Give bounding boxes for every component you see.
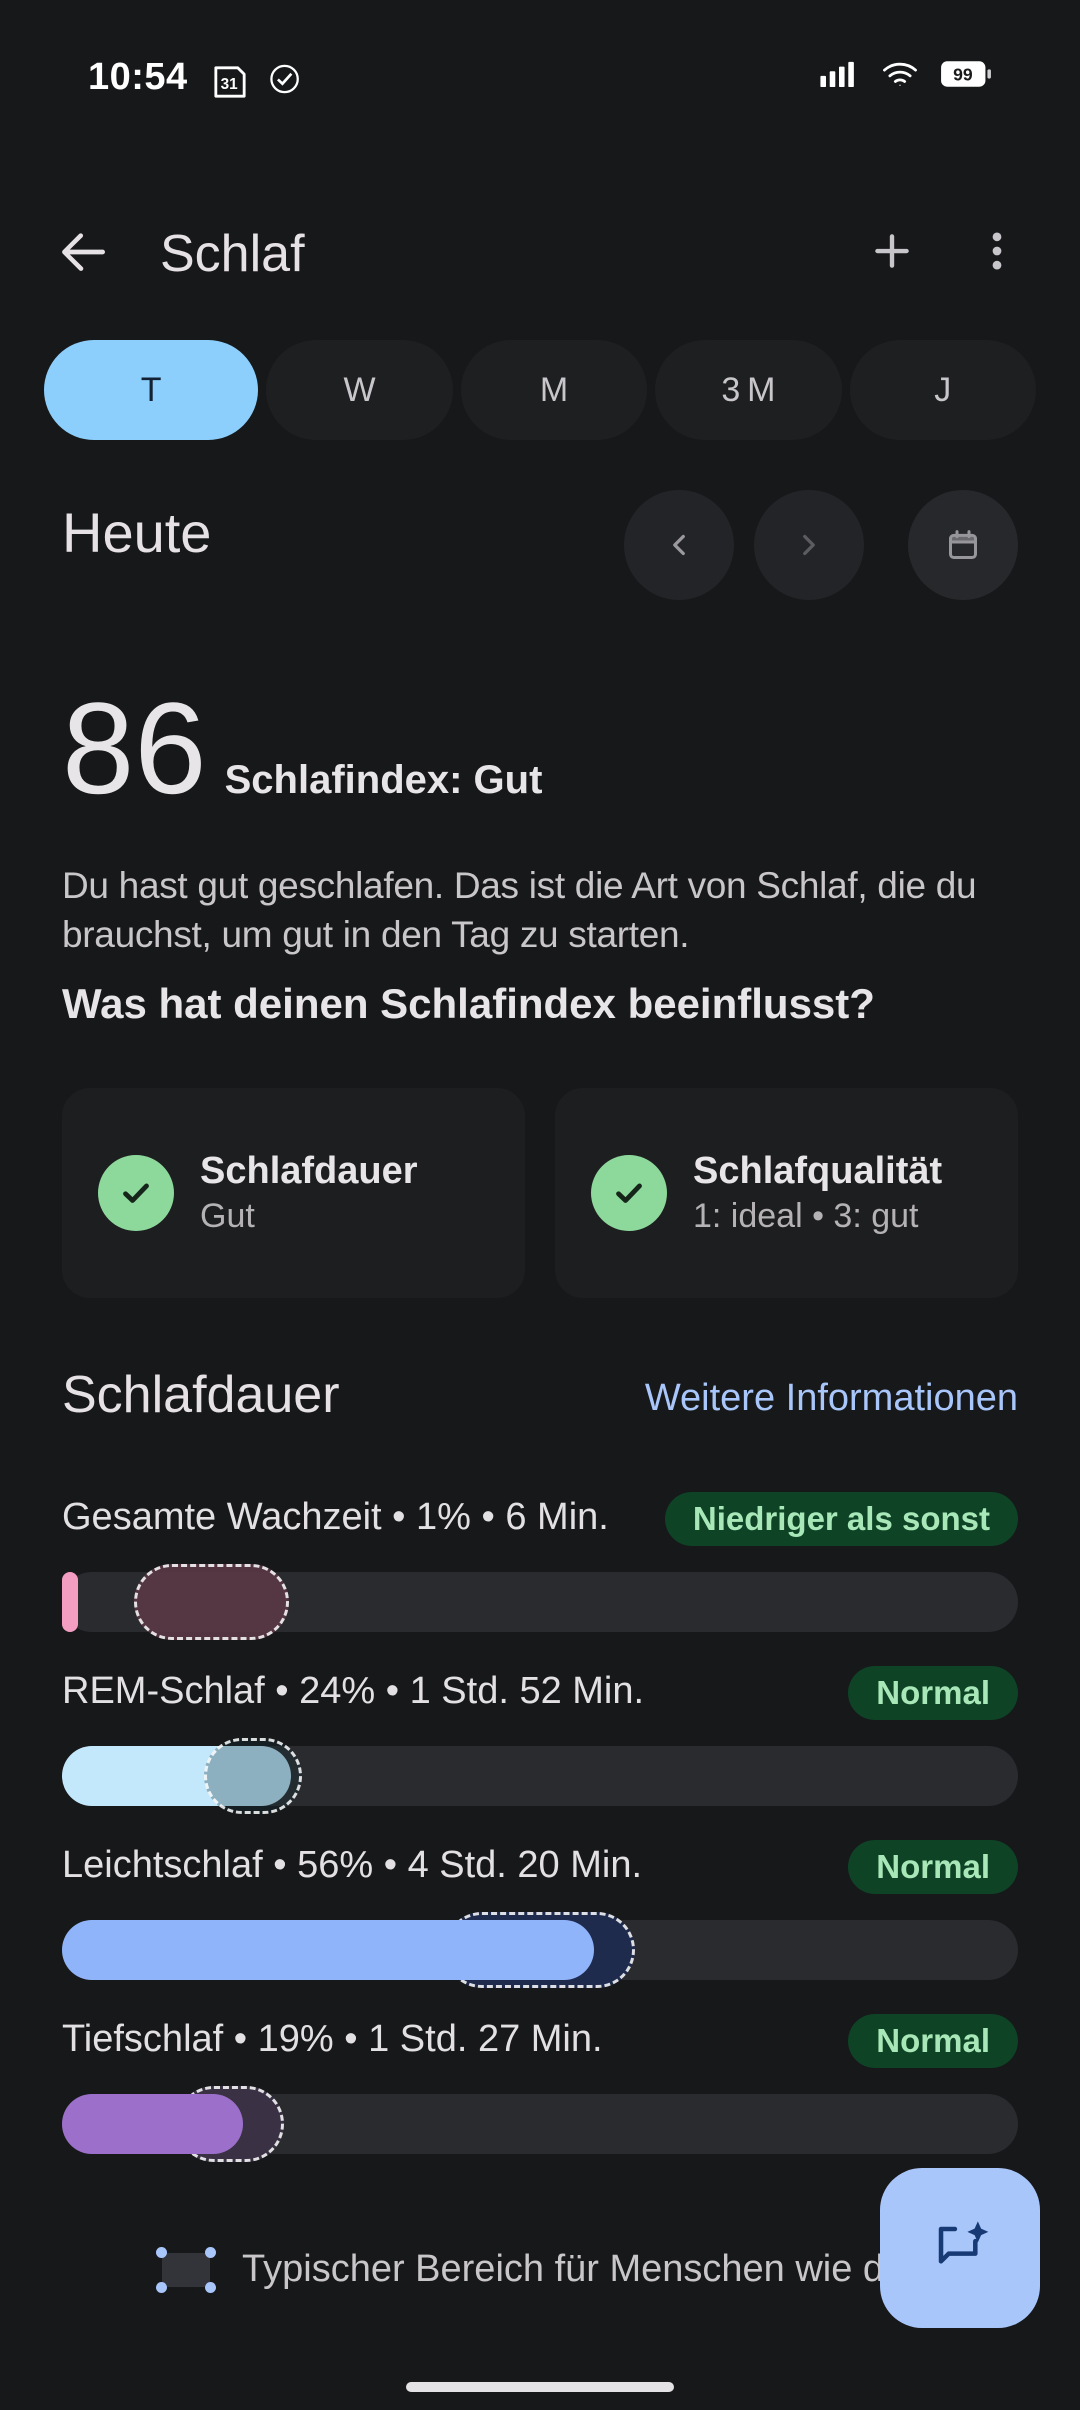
svg-text:99: 99 [953, 65, 973, 85]
svg-text:31: 31 [221, 76, 239, 93]
